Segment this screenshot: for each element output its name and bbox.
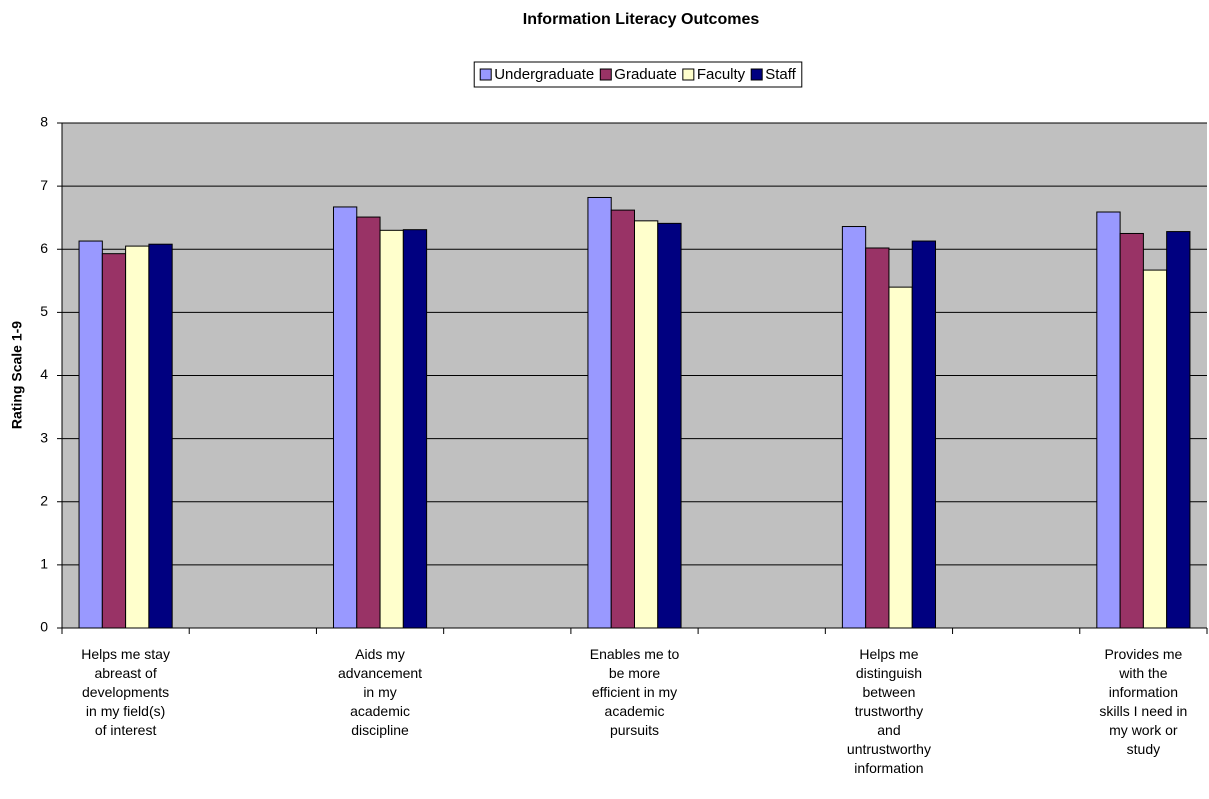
y-tick-label: 4 xyxy=(40,366,48,382)
legend-label: Undergraduate xyxy=(494,66,594,83)
legend-swatch xyxy=(750,68,763,81)
legend-label: Graduate xyxy=(614,66,677,83)
bar xyxy=(1166,231,1191,629)
bar xyxy=(841,226,867,629)
chart-title: Information Literacy Outcomes xyxy=(523,11,760,28)
legend-swatch xyxy=(479,68,492,81)
bar xyxy=(1119,232,1144,629)
bar xyxy=(78,240,103,629)
bar xyxy=(888,286,913,629)
bar xyxy=(356,216,381,629)
x-tick-label: Enables me to be more efficient in my ac… xyxy=(589,646,680,738)
y-tick-label: 8 xyxy=(40,114,48,130)
y-tick-label: 7 xyxy=(40,177,48,193)
bar xyxy=(101,253,127,629)
y-axis-title: Rating Scale 1-9 xyxy=(9,321,25,429)
y-tick-label: 0 xyxy=(40,619,48,635)
bar xyxy=(865,247,890,629)
legend-label: Staff xyxy=(765,66,796,83)
x-tick-label: Helps me stay abreast of developments in… xyxy=(81,646,170,738)
x-tick-label: Provides me with the information skills … xyxy=(1099,646,1188,757)
y-tick-label: 2 xyxy=(40,492,48,508)
y-tick-label: 5 xyxy=(40,303,48,319)
legend-swatch xyxy=(599,68,612,81)
x-tick-label: Helps me distinguish between trustworthy… xyxy=(846,646,931,776)
bar xyxy=(379,229,404,629)
bar xyxy=(657,222,682,629)
bar xyxy=(148,243,173,629)
x-tick-label: Aids my advancement in my academic disci… xyxy=(338,646,423,738)
legend-box xyxy=(473,61,803,88)
bar xyxy=(634,220,659,629)
legend-swatch xyxy=(682,68,695,81)
bar xyxy=(1142,269,1168,629)
legend: Undergraduate Graduate Faculty Staff xyxy=(473,61,803,88)
y-tick-label: 6 xyxy=(40,240,48,256)
bar xyxy=(332,206,358,629)
bar xyxy=(587,196,612,629)
legend-label: Faculty xyxy=(697,66,746,83)
y-tick-label: 1 xyxy=(40,556,48,572)
bar xyxy=(125,245,150,629)
y-tick-label: 3 xyxy=(40,429,48,445)
bar xyxy=(610,209,635,629)
bar xyxy=(402,229,428,629)
bar xyxy=(911,240,937,629)
bar xyxy=(1096,211,1121,629)
